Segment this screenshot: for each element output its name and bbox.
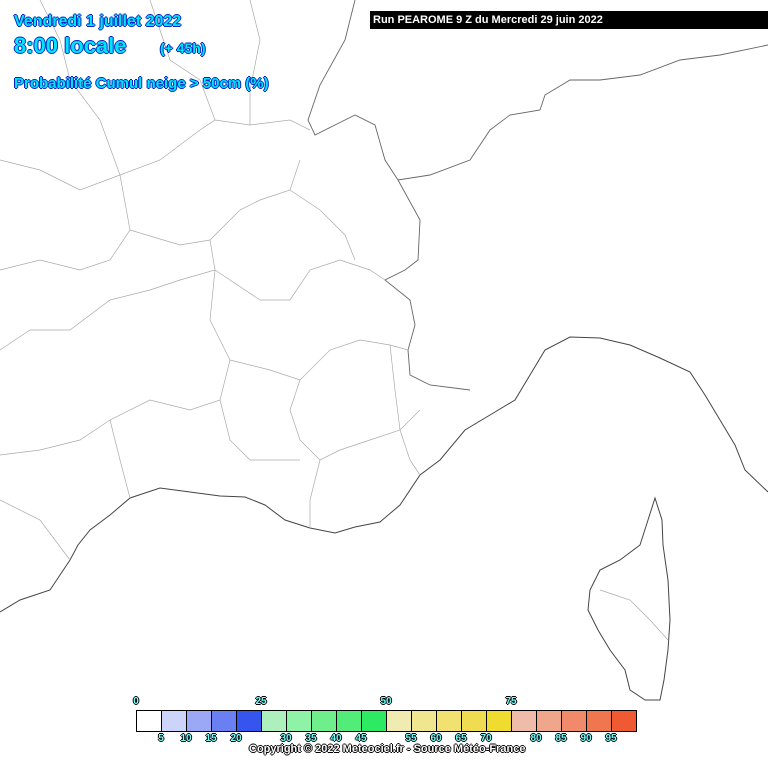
legend-swatch <box>587 711 612 731</box>
coastline-corsica <box>587 496 671 701</box>
legend-bottom-label: 20 <box>230 733 242 744</box>
legend-swatch <box>462 711 487 731</box>
lead-time: (+ 45h) <box>160 40 206 56</box>
legend-bottom-label: 85 <box>555 733 567 744</box>
parameter-title: Probabilité Cumul neige > 50cm (%) <box>14 75 269 92</box>
legend-swatch <box>237 711 262 731</box>
legend-bottom-label: 5 <box>158 733 164 744</box>
legend-top-label: 50 <box>380 696 392 707</box>
border-alps <box>307 0 768 181</box>
border-italy <box>384 179 471 391</box>
legend-bottom-label: 45 <box>355 733 367 744</box>
color-legend <box>136 710 637 732</box>
legend-swatch <box>437 711 462 731</box>
legend-bottom-label: 35 <box>305 733 317 744</box>
legend-swatch <box>512 711 537 731</box>
legend-swatch <box>537 711 562 731</box>
legend-swatch <box>387 711 412 731</box>
legend-swatch <box>487 711 512 731</box>
forecast-date: Vendredi 1 juillet 2022 <box>14 13 182 30</box>
run-banner: Run PEAROME 9 Z du Mercredi 29 juin 2022 <box>370 11 768 29</box>
forecast-time: 8:00 locale <box>14 33 127 58</box>
legend-bottom-label: 55 <box>405 733 417 744</box>
legend-bottom-label: 40 <box>330 733 342 744</box>
legend-top-label: 25 <box>255 696 267 707</box>
copyright: Copyright © 2022 Meteociel.fr - Source M… <box>249 743 526 755</box>
legend-swatch <box>312 711 337 731</box>
legend-top-label: 75 <box>505 696 517 707</box>
legend-swatch <box>337 711 362 731</box>
legend-bottom-label: 65 <box>455 733 467 744</box>
legend-bottom-label: 60 <box>430 733 442 744</box>
legend-bottom-label: 95 <box>605 733 617 744</box>
legend-bottom-label: 70 <box>480 733 492 744</box>
legend-bottom-label: 90 <box>580 733 592 744</box>
legend-swatch <box>162 711 187 731</box>
legend-swatch <box>612 711 636 731</box>
legend-bottom-label: 10 <box>180 733 192 744</box>
legend-swatch <box>187 711 212 731</box>
department-lines <box>0 0 669 641</box>
legend-swatch <box>362 711 387 731</box>
legend-bottom-label: 15 <box>205 733 217 744</box>
legend-swatch <box>562 711 587 731</box>
legend-swatch <box>212 711 237 731</box>
legend-swatch <box>137 711 162 731</box>
legend-top-label: 0 <box>133 696 139 707</box>
coastline-mainland <box>0 336 768 613</box>
legend-swatch <box>287 711 312 731</box>
legend-swatch <box>412 711 437 731</box>
legend-bottom-label: 80 <box>530 733 542 744</box>
legend-swatch <box>262 711 287 731</box>
legend-bottom-label: 30 <box>280 733 292 744</box>
